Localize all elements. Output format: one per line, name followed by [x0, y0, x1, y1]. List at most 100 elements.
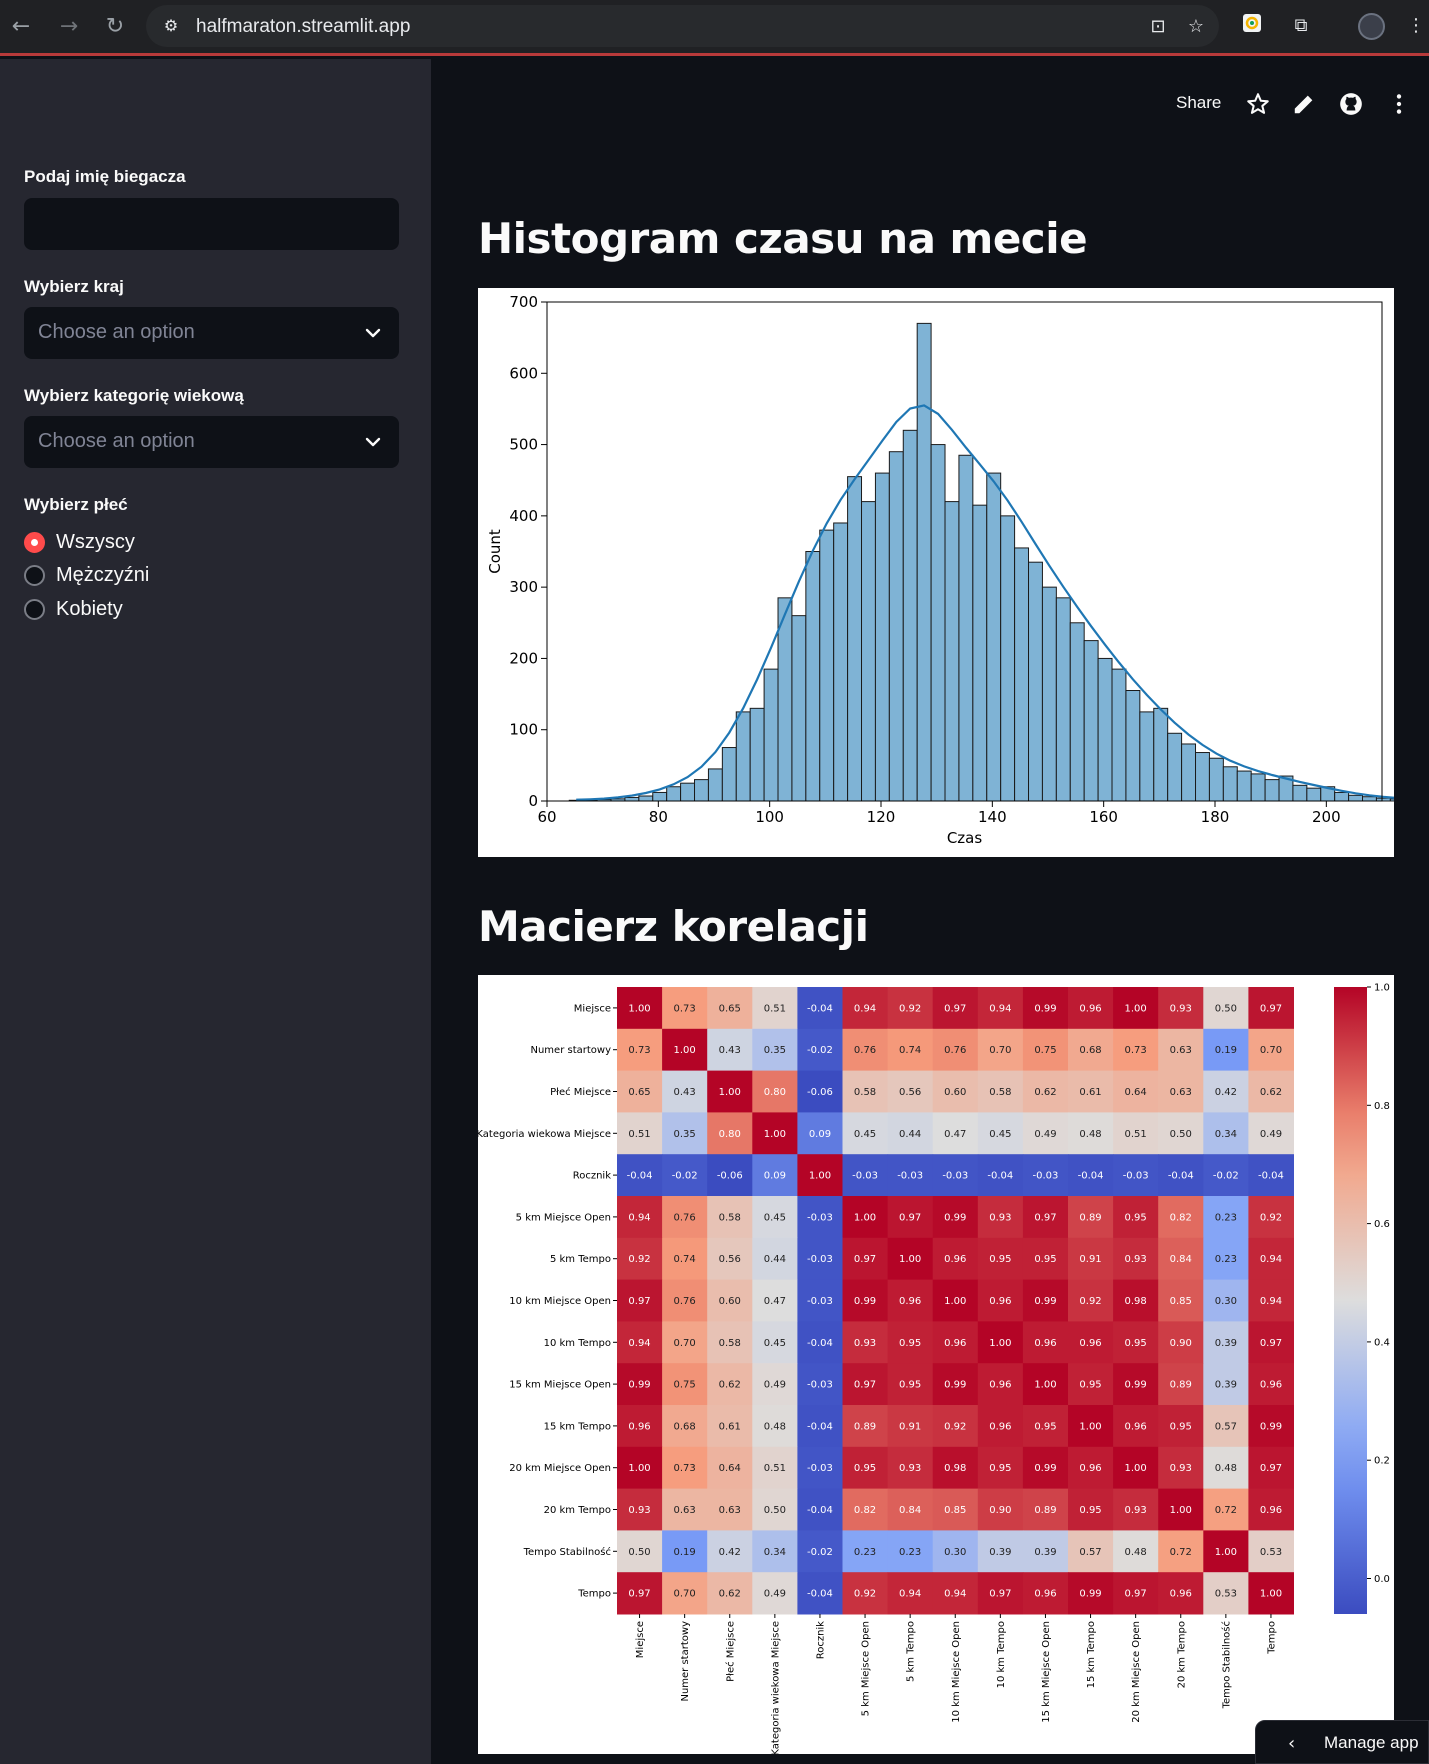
install-app-icon[interactable]: ⊡ [1150, 16, 1166, 37]
heatmap-cell [1203, 1363, 1249, 1406]
histogram-bar [1111, 668, 1127, 802]
heatmap-cell [932, 1154, 979, 1197]
radio-selected-icon[interactable] [24, 532, 45, 553]
chevron-down-icon [365, 437, 381, 447]
heatmap-value: 0.91 [899, 1421, 921, 1432]
heatmap-cell [1068, 987, 1114, 1030]
heatmap-cell [752, 1405, 798, 1448]
heatmap-cell [1068, 1237, 1114, 1281]
heatmap-cell [1203, 1237, 1249, 1281]
country-select[interactable]: Choose an option [24, 307, 399, 359]
heatmap-cell [662, 1363, 708, 1406]
heatmap-cell [662, 987, 708, 1030]
heatmap-cell [932, 987, 979, 1030]
y-tick-label: 20 km Tempo [544, 1505, 611, 1516]
y-tick-label: 10 km Miejsce Open [509, 1296, 611, 1307]
heatmap-cell [977, 1572, 1024, 1615]
manage-app-button[interactable]: ‹ Manage app [1255, 1720, 1429, 1764]
heatmap-cell [752, 1363, 798, 1406]
heatmap-cell [842, 1070, 889, 1113]
extension-icon[interactable] [1238, 12, 1266, 40]
heatmap-value: 0.58 [719, 1212, 741, 1223]
heatmap-value: 0.99 [1034, 1296, 1056, 1307]
heatmap-cell [977, 1530, 1024, 1573]
more-options-icon[interactable] [1386, 91, 1412, 117]
histogram-bar [861, 501, 876, 802]
heatmap-value: 0.97 [1260, 1463, 1282, 1474]
heatmap-cell [977, 1070, 1024, 1113]
x-tick-label: 10 km Miejsce Open [951, 1621, 962, 1723]
heatmap-cell [1022, 1237, 1069, 1281]
histogram-bar [1014, 547, 1030, 802]
x-tick-label: Numer startowy [680, 1621, 691, 1702]
browser-menu-icon[interactable]: ⋮ [1407, 15, 1425, 36]
url-text[interactable]: halfmaraton.streamlit.app [196, 16, 411, 37]
heatmap-value: 0.96 [899, 1296, 921, 1307]
heatmap-value: -0.03 [807, 1212, 833, 1223]
radio-unselected-icon[interactable] [24, 565, 45, 586]
gender-option-label: Wszyscy [56, 531, 135, 553]
heatmap-cell [617, 1237, 663, 1281]
y-tick-label: 300 [509, 578, 538, 596]
heatmap-value: -0.03 [807, 1463, 833, 1474]
heatmap-value: 0.23 [1215, 1212, 1237, 1223]
heatmap-value: -0.03 [852, 1171, 878, 1182]
profile-avatar[interactable] [1358, 13, 1385, 40]
heatmap-value: 0.58 [854, 1087, 876, 1098]
heatmap-value: 0.74 [674, 1254, 696, 1265]
histogram-bar [1055, 597, 1071, 802]
heatmap-value: 0.58 [989, 1087, 1011, 1098]
heatmap-value: 0.94 [628, 1212, 650, 1223]
heatmap-value: 0.73 [674, 1003, 696, 1014]
histogram-bar [833, 522, 849, 802]
histogram-bar [1069, 622, 1085, 802]
bookmark-star-icon[interactable]: ☆ [1187, 16, 1205, 37]
histogram-bar [1348, 794, 1364, 802]
histogram-bar [1292, 784, 1308, 802]
radio-unselected-icon[interactable] [24, 599, 45, 620]
runner-name-input[interactable] [24, 198, 399, 250]
histogram-bar [819, 529, 835, 802]
x-tick-label: 100 [755, 808, 784, 826]
heatmap-cell [1022, 1363, 1069, 1406]
age-category-select[interactable]: Choose an option [24, 416, 399, 468]
star-icon[interactable] [1245, 91, 1271, 117]
histogram-bar [1306, 787, 1322, 802]
heatmap-value: 0.82 [854, 1505, 876, 1516]
github-icon[interactable] [1338, 91, 1364, 117]
reload-icon[interactable]: ↻ [105, 14, 125, 39]
forward-icon[interactable]: → [59, 14, 79, 39]
colorbar-tick-label: 0.0 [1374, 1574, 1390, 1585]
back-icon[interactable]: ← [11, 14, 31, 39]
heatmap-value: 0.96 [1260, 1380, 1282, 1391]
heatmap-cell [1068, 1154, 1114, 1197]
share-button[interactable]: Share [1176, 93, 1222, 112]
heatmap-value: 1.00 [899, 1254, 921, 1265]
heatmap-cell [617, 1154, 663, 1197]
heatmap-cell [977, 1488, 1024, 1531]
address-bar[interactable]: ⚙ halfmaraton.streamlit.app ⊡ ☆ [146, 5, 1219, 47]
extensions-puzzle-icon[interactable]: ⧉ [1294, 15, 1308, 36]
heatmap-value: 0.61 [719, 1421, 741, 1432]
heatmap-value: 0.95 [989, 1463, 1011, 1474]
heatmap-cell [887, 1446, 934, 1490]
heatmap-cell [1113, 1572, 1159, 1615]
heatmap-value: 0.96 [989, 1421, 1011, 1432]
heatmap-value: 0.99 [1260, 1421, 1282, 1432]
heatmap-cell [977, 987, 1024, 1030]
heatmap-value: -0.03 [942, 1171, 968, 1182]
correlation-title: Macierz korelacji [478, 902, 869, 951]
heatmap-value: 0.19 [674, 1547, 696, 1558]
x-tick-label: 180 [1201, 808, 1230, 826]
heatmap-value: 0.91 [1079, 1254, 1101, 1265]
edit-pencil-icon[interactable] [1291, 91, 1317, 117]
heatmap-cell [707, 1488, 753, 1531]
heatmap-value: 0.39 [1215, 1380, 1237, 1391]
heatmap-value: -0.04 [1258, 1171, 1284, 1182]
histogram-bar [874, 472, 890, 802]
histogram-bar [1000, 515, 1016, 802]
heatmap-cell [707, 1446, 753, 1490]
heatmap-cell [1248, 1530, 1294, 1573]
site-info-icon[interactable]: ⚙ [163, 16, 179, 35]
gender-option-label: Kobiety [56, 598, 123, 620]
